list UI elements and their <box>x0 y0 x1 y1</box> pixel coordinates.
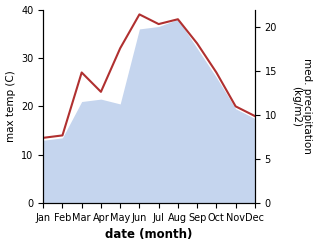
X-axis label: date (month): date (month) <box>105 228 193 242</box>
Y-axis label: med. precipitation
(kg/m2): med. precipitation (kg/m2) <box>291 59 313 154</box>
Y-axis label: max temp (C): max temp (C) <box>5 70 16 142</box>
